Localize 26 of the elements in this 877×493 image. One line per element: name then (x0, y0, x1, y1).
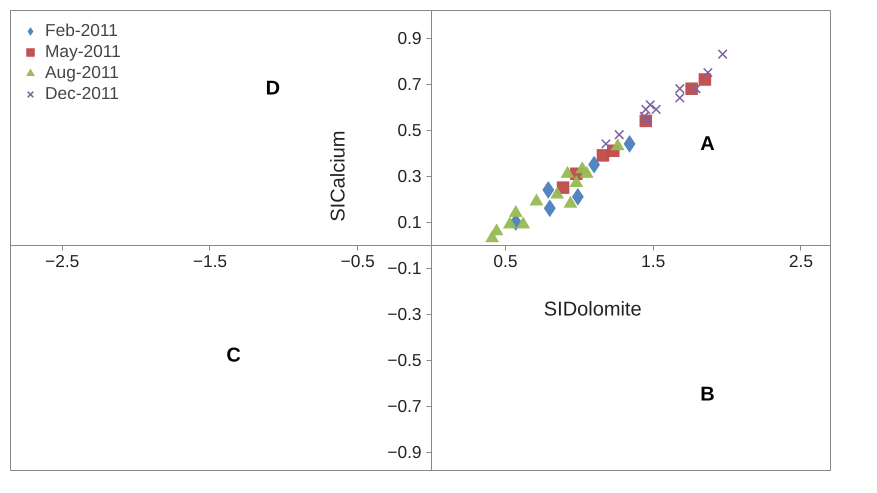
y-tick-label: 0.9 (397, 28, 422, 48)
y-tick-label: −0.9 (387, 442, 422, 462)
y-tick-label: −0.5 (387, 350, 422, 370)
legend-label: Feb-2011 (45, 20, 118, 41)
x-tick-label: 1.5 (641, 251, 666, 272)
x-tick-label: 0.5 (493, 251, 518, 272)
annotation: D (266, 78, 280, 100)
y-tick-label: −0.1 (387, 258, 422, 278)
x-tick-label: −2.5 (45, 251, 80, 272)
y-tick-label: 0.3 (397, 166, 422, 186)
annotation: C (226, 344, 241, 366)
y-tick-label: 0.5 (397, 120, 422, 140)
x-axis-title: SIDolomite (544, 298, 642, 320)
annotation: B (700, 384, 715, 406)
y-tick-label: −0.7 (387, 396, 422, 416)
y-axis-title: SICalcium (328, 130, 350, 222)
annotation: A (700, 132, 715, 155)
x-tick-label: 2.5 (788, 251, 813, 272)
legend-label: Aug-2011 (45, 62, 119, 83)
x-tick-label: −1.5 (192, 251, 228, 272)
y-tick-label: −0.3 (387, 304, 422, 324)
legend-label: May-2011 (45, 41, 121, 62)
y-tick-label: 0.7 (397, 74, 422, 94)
y-tick-label: 0.1 (397, 212, 422, 232)
legend-label: Dec-2011 (45, 83, 119, 104)
x-tick-label: −0.5 (340, 251, 375, 272)
